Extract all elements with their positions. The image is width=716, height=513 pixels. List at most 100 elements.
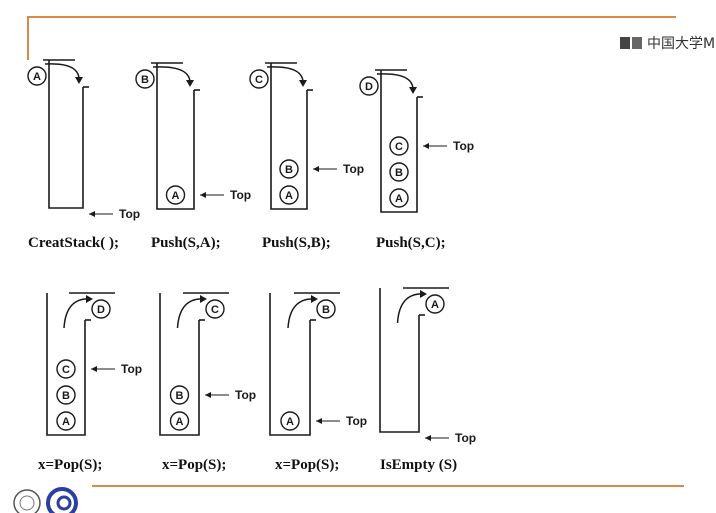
stack-container-1 xyxy=(156,63,195,210)
top-arrowhead-2 xyxy=(313,166,319,172)
stack-element-a: A xyxy=(165,185,186,205)
top-arrowhead-0 xyxy=(89,211,95,217)
svg-text:B: B xyxy=(176,390,184,402)
svg-text:A: A xyxy=(62,416,70,428)
pending-element-a: A xyxy=(27,66,47,86)
top-arrowhead-7 xyxy=(425,435,431,441)
stack-element-b: B xyxy=(56,385,76,405)
svg-text:A: A xyxy=(285,190,293,202)
svg-text:C: C xyxy=(255,74,263,86)
caption-pop-c: x=Pop(S); xyxy=(162,457,227,473)
svg-text:C: C xyxy=(395,141,403,153)
caption-push-b: Push(S,B); xyxy=(262,235,331,251)
svg-text:B: B xyxy=(395,167,403,179)
top-label-4: Top xyxy=(121,362,142,376)
stack-push-b: A B Top C xyxy=(249,62,364,210)
svg-text:A: A xyxy=(172,190,180,202)
watermark-text: 中国大学M xyxy=(647,36,716,52)
svg-text:C: C xyxy=(211,304,219,316)
top-label-0: Top xyxy=(119,207,140,221)
stack-create: Top A xyxy=(27,59,140,221)
pop-arrow-5 xyxy=(176,298,206,329)
stack-pop-d: A B C Top D xyxy=(46,292,142,436)
svg-text:D: D xyxy=(365,81,373,93)
stack-container-0 xyxy=(48,60,84,209)
stack-push-a: A Top B xyxy=(135,62,251,210)
university-logo xyxy=(13,487,78,513)
push-arrowhead-2 xyxy=(299,80,307,87)
pop-arrowhead-5 xyxy=(200,295,207,303)
stack-pop-c: A B Top C xyxy=(159,292,256,436)
pop-arrowhead-4 xyxy=(86,295,93,303)
top-label-7: Top xyxy=(455,431,476,445)
svg-text:A: A xyxy=(33,71,41,83)
stack-element-a: A xyxy=(169,411,190,431)
caption-push-a: Push(S,A); xyxy=(151,235,221,251)
top-label-1: Top xyxy=(230,188,251,202)
pop-arrow-4 xyxy=(63,298,92,329)
svg-text:B: B xyxy=(322,304,330,316)
popped-element-b: B xyxy=(316,299,336,319)
top-arrowhead-5 xyxy=(205,392,211,398)
svg-text:A: A xyxy=(431,299,439,311)
stack-container-4 xyxy=(46,293,86,436)
stack-container-7 xyxy=(379,288,420,433)
push-arrowhead-0 xyxy=(75,77,83,84)
stack-container-3 xyxy=(380,70,418,213)
svg-text:B: B xyxy=(141,74,149,86)
stack-element-c: C xyxy=(389,136,409,156)
push-arrow-0 xyxy=(44,63,80,83)
top-arrowhead-4 xyxy=(91,366,97,372)
stack-push-c: A B C Top D xyxy=(359,69,474,213)
top-label-6: Top xyxy=(346,414,367,428)
book-icon xyxy=(620,36,644,50)
stack-element-a: A xyxy=(56,411,76,431)
top-label-5: Top xyxy=(235,388,256,402)
caption-create: CreatStack( ); xyxy=(28,235,119,251)
svg-text:C: C xyxy=(62,364,70,376)
caption-pop-b: x=Pop(S); xyxy=(275,457,340,473)
stack-container-6 xyxy=(269,293,311,436)
svg-text:B: B xyxy=(285,164,293,176)
pop-arrow-6 xyxy=(287,298,317,329)
pending-element-d: D xyxy=(359,76,379,96)
top-arrowhead-6 xyxy=(316,418,322,424)
stack-element-a: A xyxy=(280,411,300,431)
pending-element-b: B xyxy=(135,69,155,89)
watermark: 中国大学M xyxy=(620,33,715,53)
popped-element-d: D xyxy=(91,299,111,319)
top-label-2: Top xyxy=(343,162,364,176)
pop-arrowhead-6 xyxy=(311,295,318,303)
push-arrow-2 xyxy=(266,66,304,86)
push-arrowhead-1 xyxy=(186,80,194,87)
caption-isempty: IsEmpty (S) xyxy=(380,457,458,473)
stack-element-b: B xyxy=(279,159,299,179)
stack-element-c: C xyxy=(56,359,76,379)
pop-arrowhead-7 xyxy=(420,290,427,298)
pending-element-c: C xyxy=(249,69,269,89)
top-label-3: Top xyxy=(453,139,474,153)
pop-arrow-7 xyxy=(396,293,426,324)
stack-element-b: B xyxy=(169,385,190,405)
popped-element-c: C xyxy=(205,299,225,319)
popped-element-a: A xyxy=(425,294,445,314)
stack-pop-b: A Top B xyxy=(269,292,367,436)
svg-text:A: A xyxy=(395,193,403,205)
top-arrowhead-3 xyxy=(423,143,429,149)
stack-element-a: A xyxy=(389,188,409,208)
caption-pop-d: x=Pop(S); xyxy=(38,457,103,473)
push-arrowhead-3 xyxy=(409,87,417,94)
stack-element-a: A xyxy=(279,185,299,205)
stack-element-b: B xyxy=(389,162,409,182)
stack-isempty: Top A xyxy=(379,287,476,445)
stack-container-5 xyxy=(159,293,200,436)
stack-container-2 xyxy=(270,63,308,210)
caption-push-c: Push(S,C); xyxy=(376,235,446,251)
top-arrowhead-1 xyxy=(200,192,206,198)
svg-text:B: B xyxy=(62,390,70,402)
svg-text:A: A xyxy=(176,416,184,428)
svg-text:D: D xyxy=(97,304,105,316)
push-arrow-1 xyxy=(152,66,191,86)
